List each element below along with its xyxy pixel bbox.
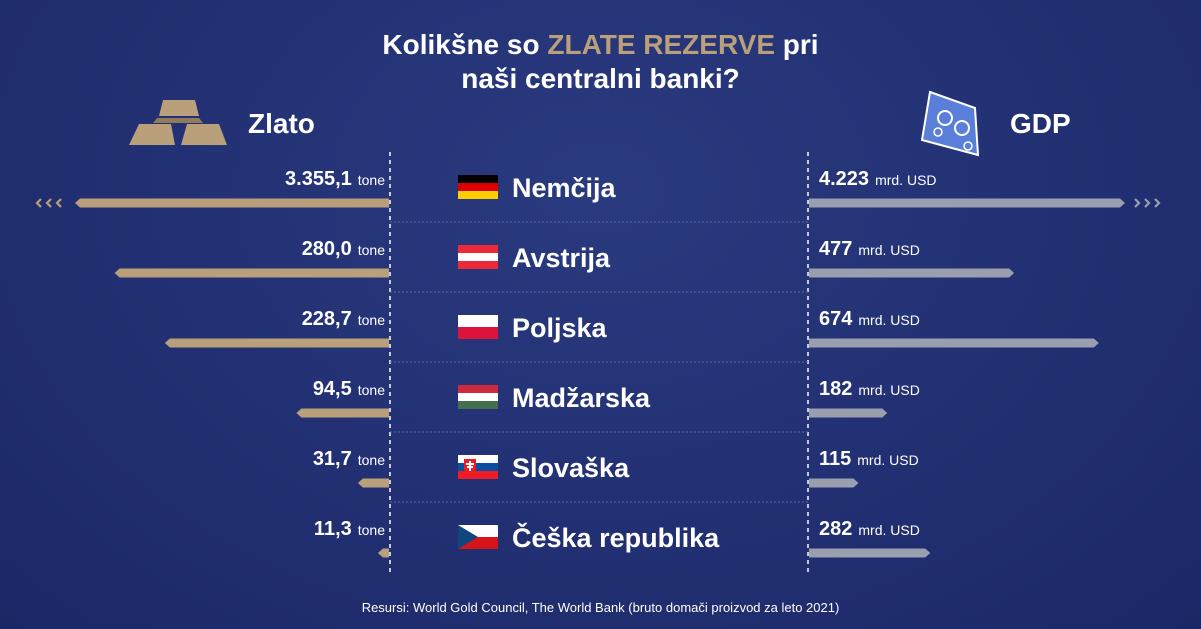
gold-bar xyxy=(164,338,389,348)
gdp-unit: mrd. USD xyxy=(858,312,919,328)
gdp-value-label: 182 mrd. USD xyxy=(819,378,920,400)
gdp-value-label: 4.223 mrd. USD xyxy=(819,168,937,190)
title-highlight: ZLATE REZERVE xyxy=(547,29,776,60)
gold-bar xyxy=(377,548,389,558)
title-part-2: pri xyxy=(775,29,819,60)
gdp-value: 477 xyxy=(819,238,852,260)
gold-unit: tone xyxy=(358,172,385,188)
gdp-bar xyxy=(809,268,1015,278)
banknote-icon xyxy=(920,90,980,157)
title-line-2: naši centralni banki? xyxy=(461,63,740,94)
gdp-bar xyxy=(809,478,859,488)
gold-unit: tone xyxy=(358,312,385,328)
gold-value-label: 11,3 tone xyxy=(314,518,385,540)
gold-value: 228,7 xyxy=(302,308,352,330)
gold-value-label: 280,0 tone xyxy=(302,238,386,260)
gdp-bar-overflow-chevron xyxy=(1154,198,1161,208)
gold-unit: tone xyxy=(358,522,385,538)
gold-bar-overflow-chevron xyxy=(55,198,62,208)
header-gold: Zlato xyxy=(248,108,315,139)
germany-flag xyxy=(458,175,498,199)
gold-unit: tone xyxy=(358,242,385,258)
gold-unit: tone xyxy=(358,452,385,468)
gold-bars-icon xyxy=(129,100,227,145)
gold-bar-overflow-chevron xyxy=(45,198,52,208)
country-label: Avstrija xyxy=(512,243,611,273)
country-label: Madžarska xyxy=(512,383,651,413)
gold-value: 31,7 xyxy=(313,448,352,470)
gdp-unit: mrd. USD xyxy=(858,382,919,398)
gdp-bar xyxy=(809,408,888,418)
gdp-value-label: 674 mrd. USD xyxy=(819,308,920,330)
gold-value-label: 3.355,1 tone xyxy=(285,168,385,190)
gdp-bar xyxy=(809,548,931,558)
country-label: Slovaška xyxy=(512,453,630,483)
gold-bar xyxy=(357,478,389,488)
gdp-value: 674 xyxy=(819,308,853,330)
gdp-bar-overflow-chevron xyxy=(1134,198,1141,208)
gdp-bar-overflow-chevron xyxy=(1144,198,1151,208)
gdp-value: 282 xyxy=(819,518,852,540)
gold-value-label: 228,7 tone xyxy=(302,308,386,330)
header-gdp: GDP xyxy=(1010,108,1071,139)
gdp-value: 4.223 xyxy=(819,168,869,190)
gdp-value: 115 xyxy=(819,448,851,470)
gold-value-label: 31,7 tone xyxy=(313,448,385,470)
gdp-bar xyxy=(809,198,1125,208)
gdp-unit: mrd. USD xyxy=(875,172,936,188)
gold-value: 280,0 xyxy=(302,238,352,260)
source-footer: Resursi: World Gold Council, The World B… xyxy=(361,600,840,615)
austria-flag xyxy=(458,245,498,269)
gold-unit: tone xyxy=(358,382,385,398)
gold-value: 94,5 xyxy=(313,378,352,400)
gdp-value: 182 xyxy=(819,378,852,400)
page-title: Kolikšne so ZLATE REZERVE pri naši centr… xyxy=(0,28,1201,96)
gdp-unit: mrd. USD xyxy=(857,452,918,468)
poland-flag xyxy=(458,315,498,339)
slovakia-flag xyxy=(458,455,498,479)
gdp-value-label: 115 mrd. USD xyxy=(819,448,919,470)
gold-bar xyxy=(114,268,389,278)
hungary-flag xyxy=(458,385,498,409)
country-label: Češka republika xyxy=(512,522,720,553)
gdp-value-label: 477 mrd. USD xyxy=(819,238,920,260)
gold-value: 3.355,1 xyxy=(285,168,352,190)
gdp-unit: mrd. USD xyxy=(858,242,919,258)
gold-value: 11,3 xyxy=(314,518,352,540)
title-part-1: Kolikšne so xyxy=(382,29,548,60)
gold-value-label: 94,5 tone xyxy=(313,378,385,400)
gdp-unit: mrd. USD xyxy=(858,522,919,538)
gdp-bar xyxy=(809,338,1099,348)
czech-flag xyxy=(458,525,498,549)
country-label: Poljska xyxy=(512,313,608,343)
gold-bar-overflow-chevron xyxy=(35,198,42,208)
gold-bar xyxy=(296,408,389,418)
country-label: Nemčija xyxy=(512,173,617,203)
gdp-value-label: 282 mrd. USD xyxy=(819,518,920,540)
gold-bar xyxy=(75,198,389,208)
